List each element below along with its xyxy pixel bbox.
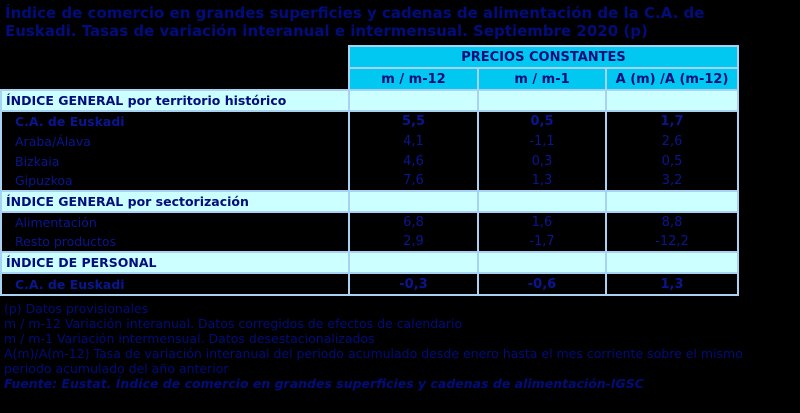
cell-value: 1,3 <box>604 273 740 296</box>
cell-value: 0,5 <box>477 111 607 131</box>
row-label: Bizkaia <box>0 151 350 171</box>
row-label: Gipuzkoa <box>0 171 350 191</box>
section-empty-cell <box>477 89 607 112</box>
section-empty-cell <box>604 251 740 274</box>
section-empty-cell <box>348 89 479 112</box>
cell-value: 6,8 <box>348 212 479 232</box>
cell-value: 1,7 <box>604 111 740 131</box>
column-header-row: m / m-12 m / m-1 A (m) /A (m-12) <box>1 67 740 91</box>
cell-value: 4,1 <box>348 131 479 151</box>
section-header-territorio: ÍNDICE GENERAL por territorio histórico <box>0 89 740 112</box>
section-empty-cell <box>604 190 740 213</box>
row-label: Resto productos <box>0 232 350 252</box>
section-empty-cell <box>477 251 607 274</box>
footnote-am-am12: A(m)/A(m-12) Tasa de variación interanua… <box>4 346 743 376</box>
group-header-row: PRECIOS CONSTANTES <box>1 45 740 69</box>
statistics-table: PRECIOS CONSTANTES m / m-12 m / m-1 A (m… <box>0 45 740 296</box>
source-citation: Fuente: Eustat. Índice de comercio en gr… <box>4 376 644 391</box>
corner-spacer <box>1 46 349 68</box>
page-title-line2: Euskadi. Tasas de variación interanual e… <box>5 21 648 40</box>
section-empty-cell <box>348 190 479 213</box>
section-header-sectorizacion: ÍNDICE GENERAL por sectorización <box>0 190 740 213</box>
cell-value: -0,6 <box>477 273 607 296</box>
cell-value: -1,1 <box>477 131 607 151</box>
section-title: ÍNDICE GENERAL por territorio histórico <box>0 89 350 112</box>
section-empty-cell <box>604 89 740 112</box>
table-row-gipuzkoa: Gipuzkoa 7,6 1,3 3,2 <box>0 171 740 191</box>
page-title-line1: Índice de comercio en grandes superficie… <box>5 4 705 22</box>
column-header-am-am12: A (m) /A (m-12) <box>604 67 740 91</box>
row-label: C.A. de Euskadi <box>0 273 350 296</box>
cell-value: 1,3 <box>477 171 607 191</box>
cell-value: 1,6 <box>477 212 607 232</box>
table-row-personal-ca-euskadi: C.A. de Euskadi -0,3 -0,6 1,3 <box>0 273 740 296</box>
cell-value: -12,2 <box>604 232 740 252</box>
cell-value: 0,5 <box>604 151 740 171</box>
footnote-m-m1: m / m-1 Variación intermensual. Datos de… <box>4 331 375 346</box>
section-title: ÍNDICE GENERAL por sectorización <box>0 190 350 213</box>
cell-value: 8,8 <box>604 212 740 232</box>
column-header-m-m1: m / m-1 <box>477 67 607 91</box>
corner-spacer <box>1 68 349 90</box>
section-header-personal: ÍNDICE DE PERSONAL <box>0 251 740 274</box>
section-empty-cell <box>477 190 607 213</box>
row-label: C.A. de Euskadi <box>0 111 350 131</box>
page-title: Índice de comercio en grandes superficie… <box>0 0 800 40</box>
table-row-resto-productos: Resto productos 2,9 -1,7 -12,2 <box>0 232 740 252</box>
cell-value: -0,3 <box>348 273 479 296</box>
table-row-araba: Araba/Álava 4,1 -1,1 2,6 <box>0 131 740 151</box>
cell-value: 4,6 <box>348 151 479 171</box>
row-label: Alimentación <box>0 212 350 232</box>
cell-value: -1,7 <box>477 232 607 252</box>
cell-value: 2,9 <box>348 232 479 252</box>
cell-value: 5,5 <box>348 111 479 131</box>
footnote-provisional: (p) Datos provisionales <box>4 301 149 316</box>
footnotes: (p) Datos provisionales m / m-12 Variaci… <box>0 301 786 391</box>
section-title: ÍNDICE DE PERSONAL <box>0 251 350 274</box>
row-label: Araba/Álava <box>0 131 350 151</box>
cell-value: 7,6 <box>348 171 479 191</box>
cell-value: 3,2 <box>604 171 740 191</box>
column-header-m-m12: m / m-12 <box>348 67 479 91</box>
table-row-bizkaia: Bizkaia 4,6 0,3 0,5 <box>0 151 740 171</box>
group-header-precios-constantes: PRECIOS CONSTANTES <box>347 45 740 69</box>
footnote-m-m12: m / m-12 Variación interanual. Datos cor… <box>4 316 463 331</box>
table-row-alimentacion: Alimentación 6,8 1,6 8,8 <box>0 212 740 232</box>
cell-value: 0,3 <box>477 151 607 171</box>
cell-value: 2,6 <box>604 131 740 151</box>
table-row-ca-euskadi: C.A. de Euskadi 5,5 0,5 1,7 <box>0 111 740 131</box>
section-empty-cell <box>348 251 479 274</box>
